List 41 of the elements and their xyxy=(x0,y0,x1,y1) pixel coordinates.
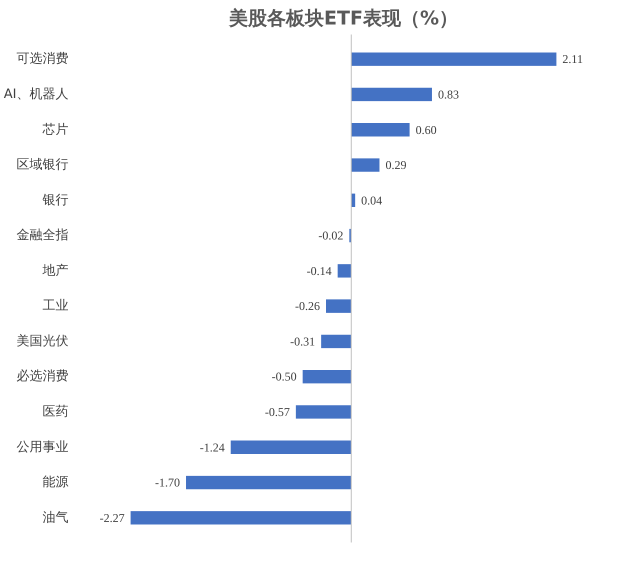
bar xyxy=(351,123,410,136)
y-tick-label: 油气 xyxy=(42,510,68,526)
data-label: 0.60 xyxy=(416,122,437,137)
y-tick-label: 区域银行 xyxy=(16,158,68,173)
data-label: -1.70 xyxy=(155,476,180,490)
data-label: 2.11 xyxy=(562,52,583,66)
data-label: -0.26 xyxy=(295,299,320,314)
bar xyxy=(351,88,432,102)
data-label: 0.29 xyxy=(385,158,406,172)
y-tick-label: 芯片 xyxy=(42,122,68,138)
data-label: 0.04 xyxy=(361,193,382,208)
y-tick-label: 能源 xyxy=(42,475,68,490)
bar xyxy=(186,476,352,490)
data-label: -0.02 xyxy=(318,228,344,243)
bar xyxy=(326,299,352,313)
bar xyxy=(230,440,352,454)
bar xyxy=(302,370,352,384)
data-label: -0.31 xyxy=(290,334,316,348)
data-label: -0.14 xyxy=(306,264,332,278)
y-tick-label: 公用事业 xyxy=(16,440,68,455)
y-tick-label: AI、机器人 xyxy=(4,86,69,102)
y-tick-label: 银行 xyxy=(42,192,68,208)
chart-title: 美股各板块ETF表现（%） xyxy=(228,8,458,30)
data-label: -1.24 xyxy=(200,440,225,454)
bar xyxy=(321,334,352,348)
bar xyxy=(296,405,352,419)
y-tick-label: 金融全指 xyxy=(16,228,68,244)
bar xyxy=(351,52,556,66)
y-tick-label: 医药 xyxy=(42,404,68,420)
data-label: 0.83 xyxy=(438,87,459,102)
y-tick-label: 地产 xyxy=(42,263,68,278)
y-tick-label: 工业 xyxy=(42,298,68,314)
bar xyxy=(351,158,380,172)
y-tick-label: 必选消费 xyxy=(16,369,68,384)
y-tick-label: 美国光伏 xyxy=(16,332,68,349)
data-label: -0.50 xyxy=(272,370,297,384)
y-tick-label: 可选消费 xyxy=(16,52,68,67)
bar xyxy=(338,264,352,278)
data-label: -2.27 xyxy=(100,510,125,525)
data-label: -0.57 xyxy=(264,404,290,419)
bar xyxy=(130,511,352,525)
